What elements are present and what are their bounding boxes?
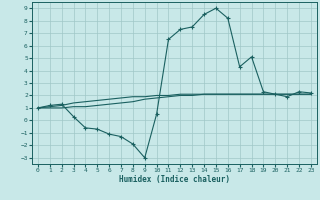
X-axis label: Humidex (Indice chaleur): Humidex (Indice chaleur) <box>119 175 230 184</box>
